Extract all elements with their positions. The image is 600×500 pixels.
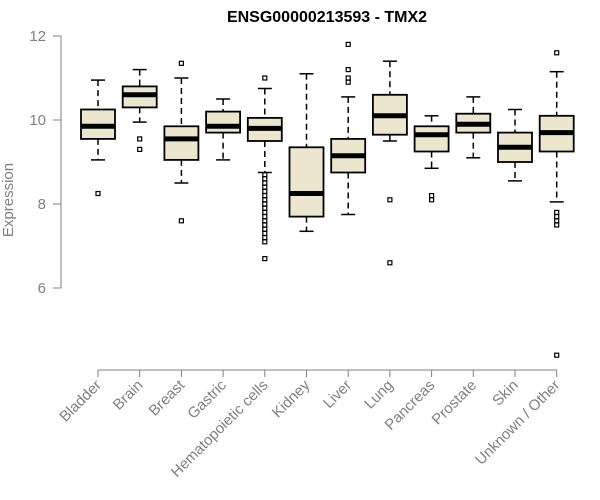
outlier-point — [262, 239, 268, 245]
outlier-point — [262, 197, 268, 203]
outlier-point — [262, 188, 268, 194]
iqr-box — [413, 125, 450, 153]
outlier-point — [262, 235, 268, 241]
box-liver — [330, 41, 367, 216]
chart-title: ENSG00000213593 - TMX2 — [227, 9, 427, 26]
outlier-point — [345, 75, 351, 81]
x-tick-label: Bladder — [56, 377, 105, 426]
outlier-point — [262, 218, 268, 224]
boxes-group — [80, 41, 575, 358]
y-axis-label: Expression — [0, 163, 17, 237]
x-tick-label: Kidney — [269, 376, 314, 421]
outlier-point — [387, 260, 393, 266]
iqr-box — [163, 125, 200, 161]
outlier-point — [137, 136, 143, 142]
box-pancreas — [413, 115, 450, 203]
outlier-point — [137, 146, 143, 152]
outlier-point — [387, 197, 393, 203]
outlier-point — [554, 218, 560, 224]
outlier-point — [554, 214, 560, 220]
box-brain — [121, 68, 158, 152]
x-tick-label: Skin — [489, 377, 522, 410]
outlier-point — [262, 226, 268, 232]
outlier-point — [95, 190, 101, 197]
outlier-point — [262, 180, 268, 186]
x-tick-label: Prostate — [429, 377, 481, 429]
outlier-point — [262, 172, 268, 178]
y-tick-label: 6 — [38, 280, 46, 297]
box-gastric — [205, 98, 242, 161]
outlier-point — [262, 209, 268, 215]
x-tick-label: Breast — [146, 376, 189, 419]
y-tick-label: 8 — [38, 196, 46, 213]
box-lung — [371, 60, 408, 266]
outlier-point — [554, 209, 560, 215]
box-breast — [163, 60, 200, 224]
outlier-point — [262, 222, 268, 228]
outlier-point — [262, 230, 268, 236]
outlier-point — [262, 214, 268, 220]
y-tick-label: 12 — [29, 28, 46, 45]
box-skin — [497, 108, 533, 182]
outlier-point — [262, 193, 268, 199]
box-prostate — [455, 96, 492, 159]
outlier-point — [178, 218, 184, 224]
x-tick-label: Lung — [361, 377, 397, 413]
outlier-point — [554, 352, 560, 358]
box-kidney — [288, 73, 325, 233]
x-tick-label: Brain — [110, 377, 147, 414]
outlier-point — [554, 222, 560, 228]
y-axis-ticks: 6 8 10 12 — [29, 28, 61, 297]
iqr-box — [205, 110, 242, 134]
outlier-point — [345, 66, 351, 73]
box-unknown-other — [538, 50, 575, 358]
outlier-point — [262, 201, 268, 207]
outlier-point — [554, 50, 560, 56]
box-hematopoietic-cells — [246, 75, 283, 262]
outlier-point — [262, 205, 268, 211]
outlier-point — [178, 60, 184, 66]
outlier-point — [429, 193, 435, 199]
outlier-point — [262, 75, 268, 81]
outlier-point — [429, 197, 435, 203]
y-tick-label: 10 — [29, 112, 46, 129]
x-tick-label: Liver — [320, 377, 355, 412]
box-bladder — [80, 79, 116, 197]
outlier-point — [345, 79, 351, 85]
iqr-box — [288, 146, 325, 218]
outlier-point — [262, 256, 268, 262]
outlier-point — [262, 176, 268, 182]
outlier-point — [345, 41, 351, 48]
outlier-point — [262, 184, 268, 190]
